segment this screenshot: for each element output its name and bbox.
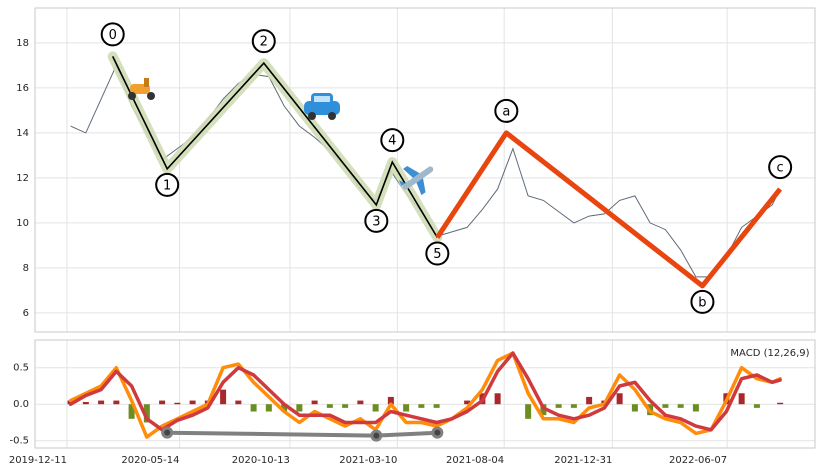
wave-label-circle xyxy=(690,289,715,314)
histogram-bar xyxy=(342,404,349,408)
wave-label-circle xyxy=(494,98,519,123)
histogram-bar xyxy=(662,404,669,408)
wave-label: 1 xyxy=(163,178,171,193)
histogram-bar xyxy=(555,404,562,408)
divergence-point-core xyxy=(434,429,441,436)
x-tick-label: 2022-06-07 xyxy=(669,455,727,466)
panel-frame xyxy=(34,7,816,333)
histogram-bar xyxy=(403,404,410,412)
histogram-bar xyxy=(265,404,272,412)
y-tick-label: 14 xyxy=(16,128,29,139)
y-tick-label: 0.0 xyxy=(13,399,29,410)
wave-label: 2 xyxy=(260,35,268,50)
x-tick-label: 2021-08-04 xyxy=(446,455,504,466)
wave-label: 0 xyxy=(109,28,117,43)
y-tick-label: 10 xyxy=(16,218,29,229)
y-tick-label: 12 xyxy=(16,173,29,184)
wave-label: 5 xyxy=(433,247,441,262)
y-tick-label: 16 xyxy=(16,83,29,94)
x-tick-label: 2019-12-11 xyxy=(9,455,67,466)
histogram-bar xyxy=(128,404,135,419)
histogram-bar xyxy=(433,404,440,408)
histogram-bar xyxy=(692,404,699,412)
wave-label-circle xyxy=(251,29,276,54)
wave-label-circle xyxy=(425,241,450,266)
x-tick-label: 2021-03-10 xyxy=(339,455,397,466)
x-tick-label: 2021-12-31 xyxy=(554,455,612,466)
histogram-bar xyxy=(677,404,684,408)
wave-label: a xyxy=(502,104,510,119)
wave-label-circle xyxy=(364,208,389,233)
histogram-bar xyxy=(113,400,120,405)
histogram-bar xyxy=(494,393,501,405)
y-tick-label: 8 xyxy=(23,263,29,274)
x-tick-label: 2020-05-14 xyxy=(121,455,179,466)
divergence-point-core xyxy=(373,432,380,439)
histogram-bar xyxy=(570,404,577,408)
legend-label: MACD (12,26,9) xyxy=(730,348,809,359)
y-tick-label: 6 xyxy=(23,308,29,319)
airplane-icon xyxy=(398,166,434,196)
scooter-icon xyxy=(128,78,155,100)
x-tick-label: 2020-10-13 xyxy=(232,455,290,466)
histogram-bar xyxy=(418,404,425,408)
histogram-bar xyxy=(311,400,318,405)
histogram-bar xyxy=(296,404,303,412)
macd-line xyxy=(68,351,782,432)
wave-label: b xyxy=(698,295,706,310)
wave-label: 3 xyxy=(372,214,380,229)
histogram-bar xyxy=(753,404,760,408)
histogram-bar xyxy=(189,400,196,405)
divergence-point-core xyxy=(164,429,171,436)
histogram-bar xyxy=(174,402,181,405)
histogram-bar xyxy=(250,404,257,412)
histogram-bar xyxy=(464,400,471,405)
wave-line xyxy=(435,130,783,289)
histogram-bar xyxy=(220,389,227,405)
y-tick-label: 18 xyxy=(16,38,29,49)
wave-label-circle xyxy=(380,128,405,153)
car-icon xyxy=(304,93,340,120)
wave-label: c xyxy=(777,161,784,176)
histogram-bar xyxy=(387,396,394,405)
histogram-bar xyxy=(738,393,745,405)
histogram-bar xyxy=(525,404,532,419)
histogram-bar xyxy=(82,402,89,405)
histogram-bar xyxy=(235,400,242,405)
histogram-bar xyxy=(357,400,364,405)
histogram-bar xyxy=(372,404,379,412)
wave-label-circle xyxy=(100,22,125,47)
histogram-bar xyxy=(616,393,623,405)
histogram-bar xyxy=(281,404,288,412)
histogram-bar xyxy=(159,400,166,405)
histogram-bar xyxy=(326,404,333,408)
panel-frame xyxy=(34,339,816,449)
wave-label-circle xyxy=(768,155,793,180)
wave-line xyxy=(111,56,438,238)
y-tick-label: 0.5 xyxy=(13,363,29,374)
histogram-bar xyxy=(98,400,105,405)
wave-label-circle xyxy=(155,172,180,197)
wave-label: 4 xyxy=(388,134,396,149)
histogram-bar xyxy=(143,404,150,423)
histogram-bar xyxy=(777,402,784,405)
histogram-bar xyxy=(586,396,593,405)
divergence-line xyxy=(167,430,438,438)
macd-line xyxy=(68,351,782,439)
histogram-bar xyxy=(631,404,638,412)
y-tick-label: -0.5 xyxy=(9,436,29,447)
